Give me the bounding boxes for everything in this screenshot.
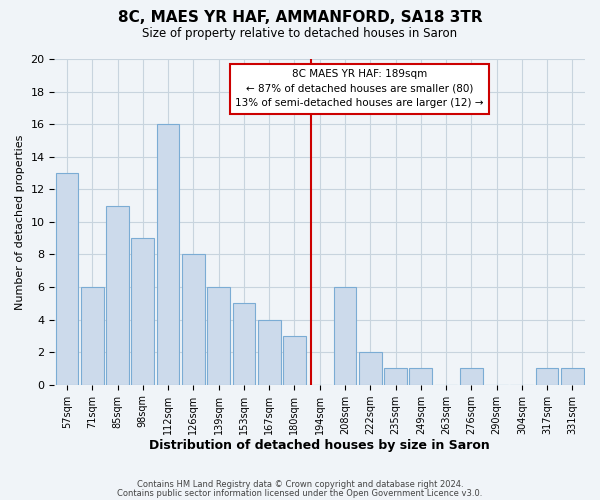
Bar xyxy=(409,368,432,384)
Bar xyxy=(283,336,306,384)
X-axis label: Distribution of detached houses by size in Saron: Distribution of detached houses by size … xyxy=(149,440,490,452)
Text: Size of property relative to detached houses in Saron: Size of property relative to detached ho… xyxy=(142,28,458,40)
Bar xyxy=(81,287,104,384)
Bar xyxy=(157,124,179,384)
Bar xyxy=(207,287,230,384)
Bar xyxy=(106,206,129,384)
Bar xyxy=(182,254,205,384)
Bar xyxy=(561,368,584,384)
Bar xyxy=(359,352,382,384)
Text: 8C, MAES YR HAF, AMMANFORD, SA18 3TR: 8C, MAES YR HAF, AMMANFORD, SA18 3TR xyxy=(118,10,482,25)
Bar xyxy=(131,238,154,384)
Bar xyxy=(334,287,356,384)
Text: 8C MAES YR HAF: 189sqm
← 87% of detached houses are smaller (80)
13% of semi-det: 8C MAES YR HAF: 189sqm ← 87% of detached… xyxy=(235,69,484,108)
Bar xyxy=(56,173,79,384)
Bar xyxy=(384,368,407,384)
Bar xyxy=(233,304,255,384)
Bar xyxy=(460,368,482,384)
Bar xyxy=(258,320,281,384)
Bar xyxy=(536,368,559,384)
Text: Contains HM Land Registry data © Crown copyright and database right 2024.: Contains HM Land Registry data © Crown c… xyxy=(137,480,463,489)
Text: Contains public sector information licensed under the Open Government Licence v3: Contains public sector information licen… xyxy=(118,488,482,498)
Y-axis label: Number of detached properties: Number of detached properties xyxy=(15,134,25,310)
